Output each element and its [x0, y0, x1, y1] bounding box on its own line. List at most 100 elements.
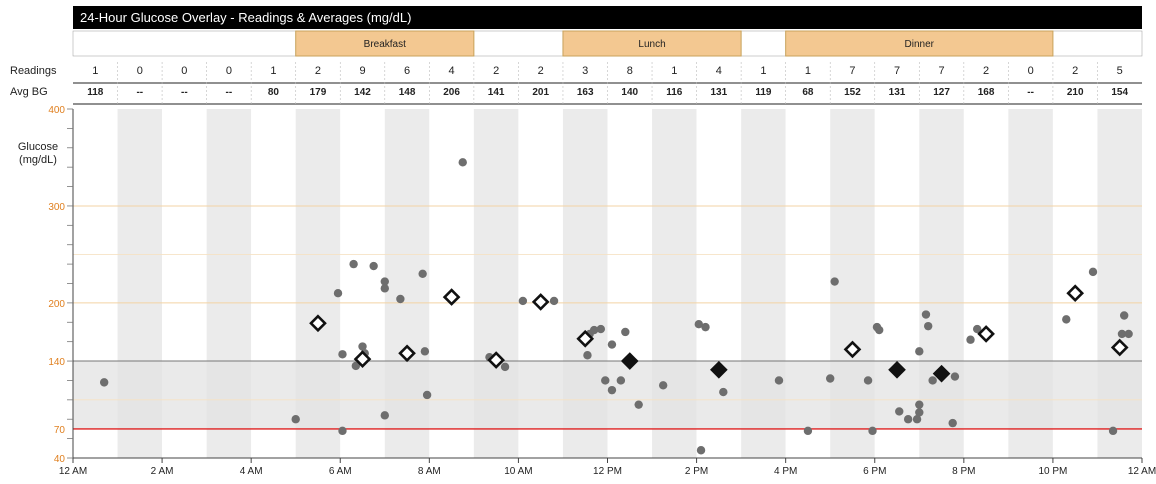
reading-point-27	[607, 385, 617, 395]
reading-point-51	[915, 347, 924, 356]
avg-bg-value-2: --	[181, 87, 188, 98]
reading-point-41	[863, 376, 873, 385]
readings-count-21: 0	[1028, 65, 1034, 77]
avg-bg-value-10: 201	[532, 87, 549, 98]
title-bar	[73, 6, 1142, 29]
meal-label-0: Breakfast	[364, 39, 406, 50]
readings-count-9: 2	[493, 65, 499, 77]
reading-point-33	[694, 320, 704, 329]
avg-bg-value-8: 206	[443, 87, 460, 98]
y-tick-label-40: 40	[54, 454, 66, 465]
reading-point-4	[338, 426, 347, 436]
average-marker-5	[531, 293, 550, 311]
avg-bg-value-3: --	[226, 87, 233, 98]
x-tick-label-11: 10 PM	[1038, 466, 1067, 477]
reading-point-55	[966, 335, 975, 344]
reading-point-14	[418, 269, 427, 279]
x-tick-label-1: 2 AM	[151, 466, 174, 477]
readings-count-5: 2	[315, 65, 321, 77]
reading-point-60	[1108, 426, 1118, 436]
x-tick-label-5: 10 AM	[504, 466, 532, 477]
meal-label-1: Lunch	[638, 39, 665, 50]
avg-bg-value-1: --	[136, 87, 143, 98]
x-tick-label-7: 2 PM	[685, 466, 708, 477]
reading-point-48	[915, 400, 924, 409]
meal-label-2: Dinner	[905, 39, 935, 50]
avg-bg-value-16: 68	[802, 87, 814, 98]
reading-point-44	[872, 322, 882, 332]
reading-point-26	[601, 376, 610, 385]
reference-lines	[73, 205, 1142, 430]
avg-bg-row-label: Avg BG	[10, 86, 48, 98]
reading-point-30	[621, 327, 630, 337]
reading-point-38	[803, 426, 813, 436]
avg-bg-value-13: 116	[666, 87, 683, 98]
reading-point-9	[351, 361, 361, 371]
target-range-band	[73, 361, 1142, 429]
average-marker-11	[932, 364, 951, 383]
reading-point-25	[583, 351, 592, 360]
readings-count-16: 1	[805, 65, 811, 77]
reading-points	[99, 158, 1133, 455]
avg-bg-value-21: --	[1027, 87, 1034, 98]
reading-point-21	[549, 296, 559, 306]
y-axis-label-line-1: Glucose	[18, 141, 58, 153]
reading-point-39	[826, 374, 835, 383]
reading-point-5	[349, 259, 358, 269]
x-tick-label-8: 4 PM	[774, 466, 797, 477]
reading-point-32	[658, 381, 668, 390]
reading-point-28	[616, 376, 626, 385]
reading-point-36	[719, 387, 728, 397]
x-tick-label-0: 12 AM	[59, 466, 87, 477]
readings-count-2: 0	[181, 65, 187, 77]
reading-point-24	[596, 324, 606, 334]
reading-point-45	[895, 407, 904, 416]
y-tick-label-200: 200	[48, 299, 65, 310]
readings-count-18: 7	[894, 65, 900, 77]
readings-count-3: 0	[226, 65, 232, 77]
meal-band-0	[295, 30, 475, 57]
readings-count-22: 2	[1072, 65, 1078, 77]
reading-point-20	[518, 296, 528, 306]
readings-count-11: 3	[582, 65, 588, 77]
meal-row: Breakfast Lunch Dinner	[72, 30, 1143, 57]
readings-count-0: 1	[92, 65, 98, 77]
reading-point-31	[634, 400, 643, 409]
readings-count-19: 7	[939, 65, 945, 77]
reading-point-16	[422, 390, 432, 400]
readings-count-4: 1	[270, 65, 276, 77]
x-tick-label-3: 6 AM	[329, 466, 352, 477]
reading-point-15	[420, 347, 430, 356]
reading-point-59	[1088, 267, 1098, 277]
chart-title: 24-Hour Glucose Overlay - Readings & Ave…	[80, 10, 411, 25]
reading-point-46	[903, 415, 913, 424]
avg-bg-value-17: 152	[844, 87, 861, 98]
meal-band-1	[562, 30, 742, 57]
reading-point-40	[830, 277, 839, 286]
readings-count-23: 5	[1117, 65, 1123, 77]
axes: 40 70 140 200 300 400 12 AM 2 AM 4 AM 6 AM 8 AM 10 …	[48, 105, 1156, 477]
avg-bg-value-20: 168	[978, 87, 995, 98]
avg-bg-value-4: 80	[268, 87, 280, 98]
avg-bg-value-19: 127	[933, 87, 950, 98]
average-marker-7	[620, 352, 639, 370]
avg-bg-value-5: 179	[310, 87, 327, 98]
average-marker-12	[977, 325, 995, 343]
reading-point-2	[333, 288, 343, 298]
reading-point-49	[921, 310, 931, 319]
avg-bg-value-14: 131	[711, 87, 728, 98]
reading-point-52	[915, 408, 924, 417]
avg-bg-value-15: 119	[755, 87, 772, 98]
avg-bg-value-7: 148	[399, 87, 416, 98]
readings-row-label: Readings	[10, 65, 57, 77]
avg-bg-value-18: 131	[889, 87, 906, 98]
x-tick-label-10: 8 PM	[952, 466, 975, 477]
reading-point-19	[500, 362, 510, 372]
avg-bg-value-0: 118	[87, 87, 104, 98]
readings-count-10: 2	[538, 65, 544, 77]
readings-count-12: 8	[627, 65, 633, 77]
y-tick-label-400: 400	[48, 105, 65, 116]
y-tick-label-300: 300	[48, 202, 65, 213]
x-tick-label-2: 4 AM	[240, 466, 263, 477]
